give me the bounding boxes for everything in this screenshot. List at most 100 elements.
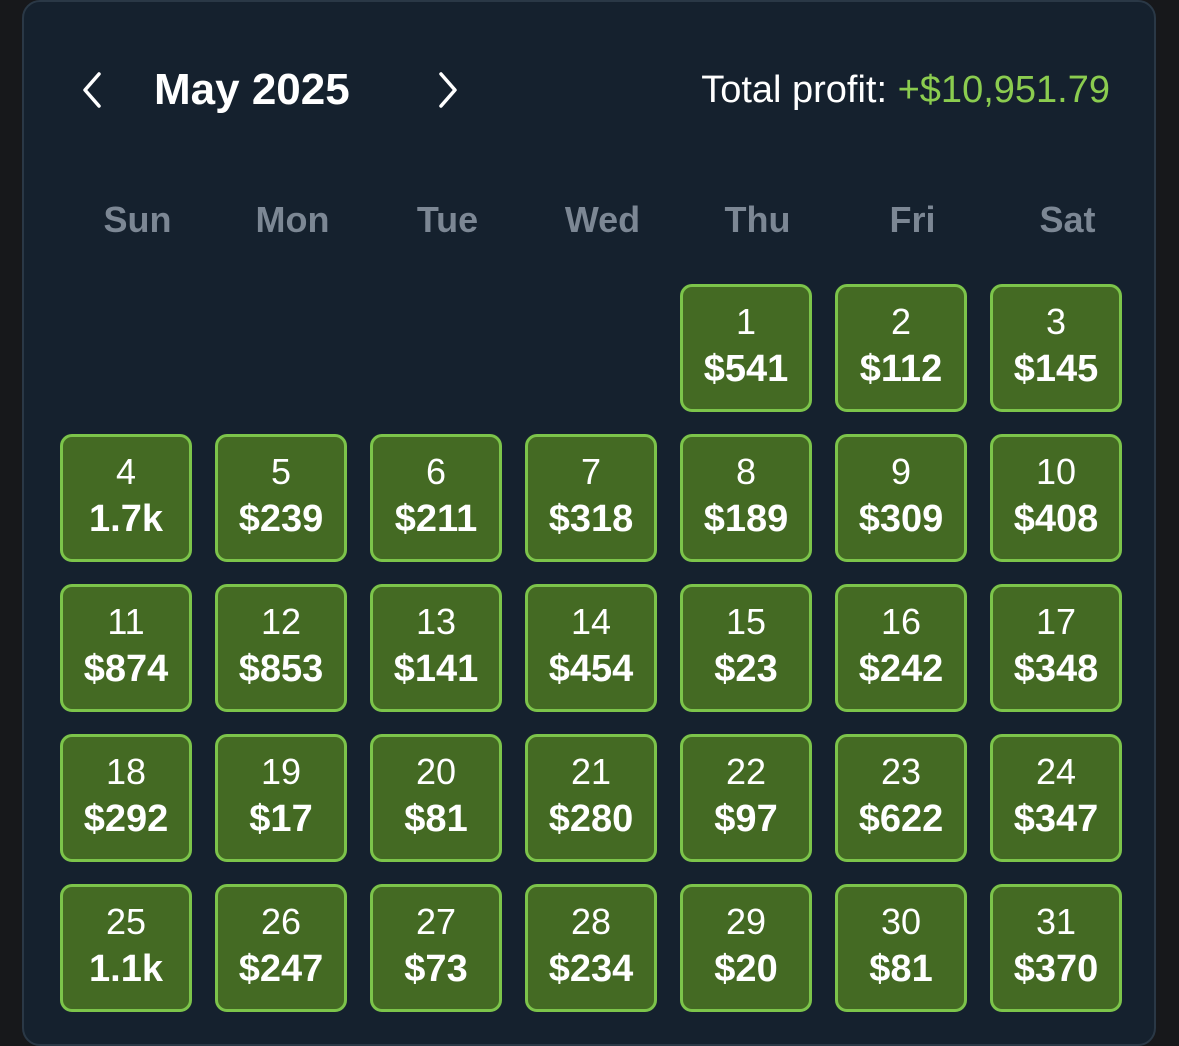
calendar-day-cell[interactable]: 5 $239 — [215, 434, 347, 562]
total-profit-label: Total profit: — [701, 69, 898, 111]
total-profit-value: +$10,951.79 — [897, 69, 1110, 111]
day-profit-value: $189 — [703, 498, 789, 540]
calendar-day-cell[interactable]: 2 $112 — [835, 284, 967, 412]
day-profit-value: $17 — [249, 798, 313, 840]
calendar-day-grid: 1 $541 2 $112 3 $145 4 1.7k 5 $239 6 $211 7 $318 8 $189… — [60, 284, 1146, 1012]
weekday-sat: Sat — [1039, 199, 1096, 240]
calendar-day-cell[interactable]: 8 $189 — [680, 434, 812, 562]
calendar-day-cell[interactable]: 13 $141 — [370, 584, 502, 712]
day-profit-value: $348 — [1013, 648, 1099, 690]
day-number: 22 — [725, 751, 767, 792]
day-number: 9 — [890, 451, 912, 492]
day-number: 25 — [105, 901, 147, 942]
total-profit: Total profit: +$10,951.79 — [701, 62, 1110, 118]
day-profit-value: $318 — [548, 498, 634, 540]
day-number: 21 — [570, 751, 612, 792]
day-number: 3 — [1045, 301, 1067, 342]
day-profit-value: 1.1k — [89, 948, 163, 990]
day-number: 8 — [735, 451, 757, 492]
weekday-wed: Wed — [564, 199, 641, 240]
calendar-day-cell[interactable]: 21 $280 — [525, 734, 657, 862]
calendar-day-cell[interactable]: 20 $81 — [370, 734, 502, 862]
day-number: 24 — [1035, 751, 1077, 792]
day-number: 16 — [880, 601, 922, 642]
next-month-button[interactable] — [426, 68, 470, 112]
weekday-sun: Sun — [103, 199, 172, 240]
weekday-thu: Thu — [724, 199, 791, 240]
day-number: 1 — [735, 301, 757, 342]
day-number: 11 — [107, 601, 145, 642]
day-number: 29 — [725, 901, 767, 942]
day-profit-value: $347 — [1013, 798, 1099, 840]
day-profit-value: $292 — [83, 798, 169, 840]
day-profit-value: $81 — [404, 798, 468, 840]
calendar-day-cell[interactable]: 18 $292 — [60, 734, 192, 862]
day-profit-value: $622 — [858, 798, 944, 840]
calendar-day-cell[interactable]: 15 $23 — [680, 584, 812, 712]
day-profit-value: $239 — [238, 498, 324, 540]
month-title: May 2025 — [154, 65, 350, 114]
day-profit-value: $370 — [1013, 948, 1099, 990]
calendar-day-cell[interactable]: 22 $97 — [680, 734, 812, 862]
calendar-day-cell[interactable]: 9 $309 — [835, 434, 967, 562]
day-number: 10 — [1035, 451, 1077, 492]
day-profit-value: $454 — [548, 648, 634, 690]
day-number: 27 — [415, 901, 457, 942]
day-number: 30 — [880, 901, 922, 942]
day-number: 23 — [880, 751, 922, 792]
day-number: 13 — [415, 601, 457, 642]
calendar-day-cell[interactable]: 23 $622 — [835, 734, 967, 862]
day-profit-value: $145 — [1013, 348, 1099, 390]
previous-month-button[interactable] — [70, 68, 114, 112]
day-number: 20 — [415, 751, 457, 792]
day-profit-value: $242 — [858, 648, 944, 690]
calendar-day-cell[interactable]: 16 $242 — [835, 584, 967, 712]
calendar-day-cell[interactable]: 3 $145 — [990, 284, 1122, 412]
day-profit-value: $234 — [548, 948, 634, 990]
calendar-day-cell[interactable]: 27 $73 — [370, 884, 502, 1012]
day-profit-value: $97 — [714, 798, 778, 840]
calendar-day-cell[interactable]: 17 $348 — [990, 584, 1122, 712]
calendar-header: May 2025 Total profit: +$10,951.79 — [24, 2, 1154, 178]
day-profit-value: $309 — [858, 498, 944, 540]
day-number: 4 — [115, 451, 137, 492]
calendar-day-cell[interactable]: 30 $81 — [835, 884, 967, 1012]
calendar-day-cell[interactable]: 24 $347 — [990, 734, 1122, 862]
day-number: 19 — [260, 751, 302, 792]
calendar-day-cell[interactable]: 1 $541 — [680, 284, 812, 412]
calendar-day-cell[interactable]: 29 $20 — [680, 884, 812, 1012]
calendar-day-cell[interactable]: 28 $234 — [525, 884, 657, 1012]
day-profit-value: $408 — [1013, 498, 1099, 540]
day-number: 14 — [570, 601, 612, 642]
calendar-day-cell[interactable]: 26 $247 — [215, 884, 347, 1012]
day-number: 17 — [1035, 601, 1077, 642]
day-number: 15 — [725, 601, 767, 642]
calendar-day-cell[interactable]: 11 $874 — [60, 584, 192, 712]
chevron-left-icon — [83, 72, 101, 108]
calendar-day-cell[interactable]: 25 1.1k — [60, 884, 192, 1012]
calendar-day-cell[interactable]: 19 $17 — [215, 734, 347, 862]
day-number: 26 — [260, 901, 302, 942]
calendar-day-cell[interactable]: 31 $370 — [990, 884, 1122, 1012]
weekday-header-row: Sun Mon Tue Wed Thu Fri Sat — [60, 192, 1146, 248]
day-number: 18 — [105, 751, 147, 792]
calendar-day-cell[interactable]: 6 $211 — [370, 434, 502, 562]
day-profit-value: $112 — [859, 348, 943, 390]
day-profit-value: $874 — [83, 648, 169, 690]
day-number: 28 — [570, 901, 612, 942]
calendar-day-cell[interactable]: 7 $318 — [525, 434, 657, 562]
calendar-day-cell[interactable]: 10 $408 — [990, 434, 1122, 562]
weekday-mon: Mon — [255, 199, 330, 240]
calendar-day-cell[interactable]: 4 1.7k — [60, 434, 192, 562]
day-profit-value: $81 — [869, 948, 933, 990]
calendar-day-cell[interactable]: 12 $853 — [215, 584, 347, 712]
day-profit-value: $541 — [703, 348, 789, 390]
day-number: 7 — [580, 451, 602, 492]
chevron-right-icon — [439, 72, 457, 108]
day-profit-value: $247 — [238, 948, 324, 990]
day-profit-value: 1.7k — [89, 498, 163, 540]
calendar-day-cell[interactable]: 14 $454 — [525, 584, 657, 712]
day-profit-value: $280 — [548, 798, 634, 840]
day-number: 31 — [1035, 901, 1077, 942]
day-number: 5 — [270, 451, 292, 492]
